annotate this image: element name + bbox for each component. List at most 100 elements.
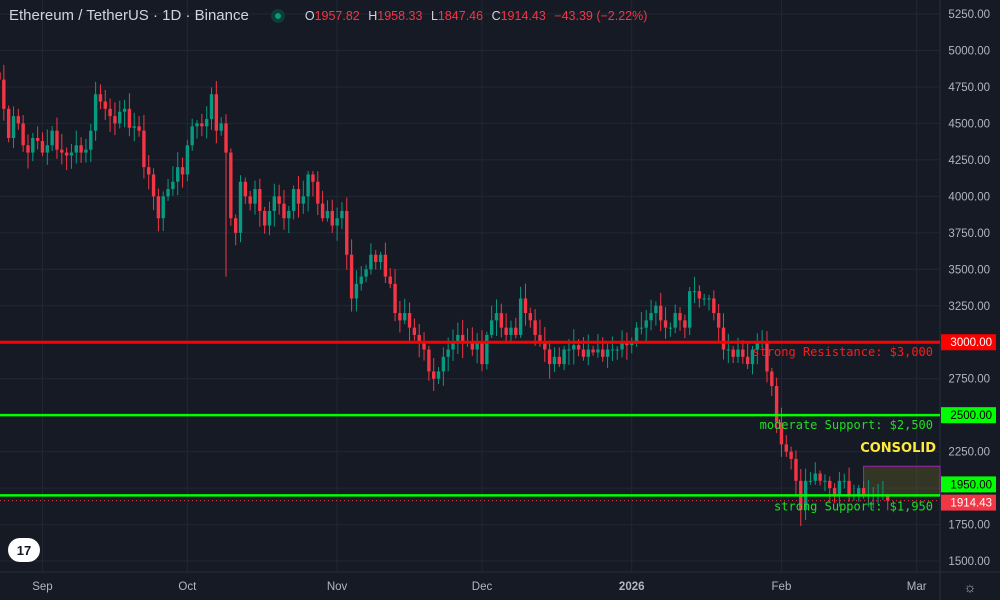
candle-body bbox=[427, 349, 431, 372]
candle-body bbox=[354, 283, 359, 299]
candle-body bbox=[687, 291, 692, 328]
candle-body bbox=[137, 126, 141, 131]
candle-body bbox=[262, 210, 267, 226]
candle-body bbox=[364, 269, 368, 277]
time-tick-label: Sep bbox=[32, 581, 52, 593]
candle-body bbox=[306, 174, 310, 197]
candle-body bbox=[741, 349, 745, 357]
candle-body bbox=[620, 342, 624, 350]
candle-body bbox=[567, 349, 571, 351]
candle-body bbox=[572, 345, 576, 350]
candle-body bbox=[45, 145, 49, 153]
price-tick-label: 3500.00 bbox=[948, 264, 990, 276]
candle-body bbox=[601, 349, 605, 357]
candle-body bbox=[398, 313, 402, 321]
candle-body bbox=[712, 298, 716, 314]
candle-body bbox=[258, 189, 262, 211]
candle-body bbox=[432, 371, 436, 379]
candle-body bbox=[103, 101, 107, 109]
candle-body bbox=[509, 327, 513, 335]
candle-body bbox=[224, 123, 228, 153]
candle-body bbox=[707, 298, 711, 300]
candle-body bbox=[562, 349, 566, 365]
candle-body bbox=[55, 130, 59, 150]
candle-body bbox=[842, 480, 846, 482]
last-price-tag bbox=[941, 494, 996, 511]
candle-body bbox=[659, 305, 663, 321]
tradingview-logo[interactable]: 17 bbox=[8, 538, 40, 562]
price-tick-label: 1500.00 bbox=[948, 556, 990, 568]
candle-body bbox=[591, 349, 595, 353]
candle-body bbox=[204, 119, 209, 127]
candle-body bbox=[316, 181, 320, 204]
level-price-tag bbox=[941, 334, 996, 351]
candle-body bbox=[195, 123, 199, 127]
candle-body bbox=[639, 327, 644, 329]
open-label: O bbox=[304, 8, 315, 23]
candle-body bbox=[122, 108, 127, 112]
candle-body bbox=[828, 480, 832, 489]
candle-body bbox=[683, 320, 687, 328]
candle-body bbox=[436, 371, 441, 379]
symbol-title[interactable]: Ethereum / TetherUS · 1D · Binance bbox=[9, 7, 249, 24]
ohlc-values: O1957.82 H1958.33 L1847.46 C1914.43 −43.… bbox=[305, 9, 653, 23]
candle-body bbox=[528, 313, 532, 321]
candle-body bbox=[644, 320, 648, 328]
candle-body bbox=[0, 72, 1, 80]
candle-body bbox=[282, 203, 286, 219]
candle-body bbox=[557, 356, 561, 365]
low-value: 1847.46 bbox=[437, 8, 484, 23]
candle-body bbox=[359, 276, 363, 284]
candle-body bbox=[654, 305, 658, 314]
candle-body bbox=[586, 349, 590, 357]
candle-body bbox=[446, 349, 450, 357]
candle-body bbox=[596, 349, 600, 353]
candle-body bbox=[663, 320, 668, 328]
candle-body bbox=[857, 488, 861, 496]
high-label: H bbox=[368, 8, 378, 23]
settings-gear-icon[interactable]: ☼ bbox=[964, 579, 977, 595]
candle-body bbox=[485, 334, 489, 365]
level-price-tag-text: 3000.00 bbox=[950, 337, 992, 349]
candle-body bbox=[605, 349, 610, 357]
candle-body bbox=[6, 108, 11, 138]
candle-body bbox=[171, 181, 175, 190]
candle-body bbox=[460, 334, 465, 343]
candle-body bbox=[610, 349, 615, 351]
candle-body bbox=[335, 218, 339, 226]
candle-body bbox=[142, 130, 146, 168]
candle-body bbox=[475, 342, 479, 350]
candle-body bbox=[108, 108, 112, 117]
candle-body bbox=[378, 254, 383, 262]
price-tick-label: 3750.00 bbox=[948, 228, 990, 240]
price-tick-label: 4250.00 bbox=[948, 155, 990, 167]
candle-body bbox=[847, 480, 851, 496]
candle-body bbox=[166, 189, 170, 197]
candle-body bbox=[238, 181, 243, 233]
candle-body bbox=[407, 313, 412, 328]
candle-body bbox=[393, 283, 397, 314]
candle-body bbox=[26, 145, 30, 153]
candle-body bbox=[615, 349, 619, 351]
candle-body bbox=[678, 313, 682, 321]
candle-body bbox=[837, 480, 842, 496]
time-tick-label: 2026 bbox=[619, 581, 645, 593]
candle-body bbox=[11, 116, 16, 138]
candle-body bbox=[533, 320, 537, 335]
candle-body bbox=[494, 313, 499, 321]
candle-body bbox=[301, 196, 305, 204]
candle-body bbox=[2, 79, 6, 109]
candle-body bbox=[16, 116, 21, 124]
level-price-tag bbox=[941, 476, 996, 493]
candle-body bbox=[774, 385, 779, 423]
market-status-icon[interactable] bbox=[270, 8, 285, 23]
candle-body bbox=[200, 123, 204, 127]
level-price-tag bbox=[941, 407, 996, 424]
candle-body bbox=[755, 342, 760, 350]
candle-body bbox=[745, 356, 750, 365]
candle-body bbox=[784, 444, 788, 452]
candle-body bbox=[523, 298, 528, 314]
candle-body bbox=[229, 152, 233, 219]
candle-body bbox=[180, 167, 185, 175]
